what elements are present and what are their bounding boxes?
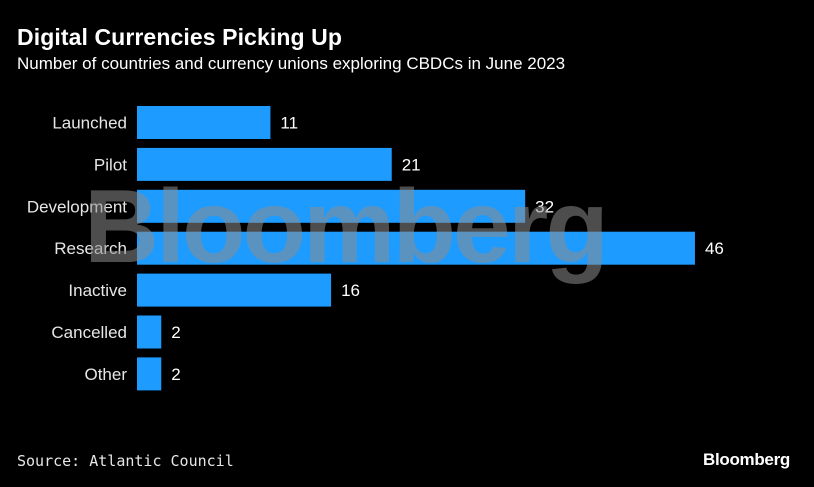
bar-pilot: [137, 147, 392, 181]
chart-title: Digital Currencies Picking Up: [17, 24, 342, 50]
bloomberg-logo: Bloomberg: [702, 450, 790, 469]
category-label: Cancelled: [51, 323, 127, 342]
source-note: Source: Atlantic Council: [17, 452, 234, 470]
data-label: 32: [535, 197, 554, 216]
bar-other: [137, 357, 162, 391]
category-label: Research: [54, 239, 127, 258]
bar-research: [137, 231, 695, 265]
category-label: Other: [84, 365, 127, 384]
data-label: 2: [171, 365, 180, 384]
data-label: 46: [705, 239, 724, 258]
bar-launched: [137, 106, 271, 139]
data-label: 16: [341, 281, 360, 300]
bar-cancelled: [137, 315, 162, 349]
category-label: Development: [27, 197, 127, 216]
category-label: Pilot: [94, 155, 127, 174]
data-label: 2: [171, 323, 180, 342]
data-label: 11: [280, 114, 298, 133]
bar-development: [137, 189, 526, 223]
category-label: Launched: [52, 114, 127, 133]
category-label: Inactive: [68, 281, 127, 300]
bar-inactive: [137, 273, 332, 307]
chart-subtitle: Number of countries and currency unions …: [17, 54, 566, 73]
data-label: 21: [402, 155, 421, 174]
